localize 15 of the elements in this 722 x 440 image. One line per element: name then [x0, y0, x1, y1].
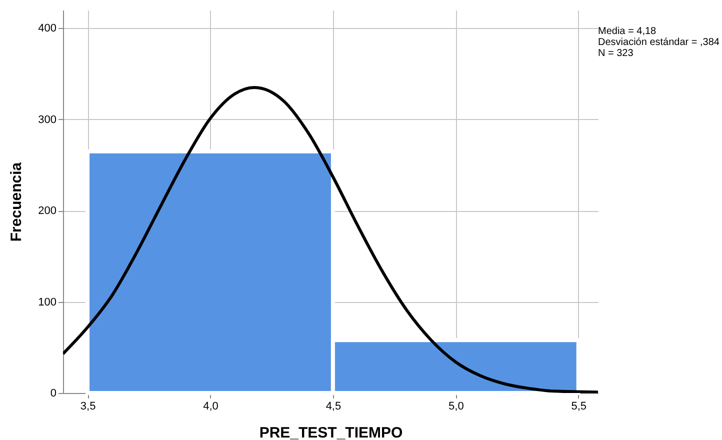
- x-axis-title: PRE_TEST_TIEMPO: [259, 424, 404, 440]
- y-tick-label: 200: [38, 205, 56, 218]
- y-tick-label: 0: [50, 388, 56, 400]
- y-tick-label: 300: [38, 114, 56, 126]
- y-tick-label: 100: [38, 296, 56, 308]
- x-tick-label: 4,5: [326, 400, 342, 412]
- x-tick-label: 4,0: [203, 400, 218, 412]
- x-tick-label: 5,0: [448, 400, 464, 412]
- annotation: Media = 4,18: [598, 26, 658, 37]
- x-tick-label: 3,5: [80, 400, 96, 412]
- x-tick-label: 5,5: [571, 400, 587, 412]
- annotation: N = 323: [598, 48, 634, 59]
- annotation: Desviación estándar = ,384: [598, 37, 720, 48]
- y-axis-title: Frecuencia: [8, 162, 26, 242]
- y-tick-label: 400: [38, 22, 56, 35]
